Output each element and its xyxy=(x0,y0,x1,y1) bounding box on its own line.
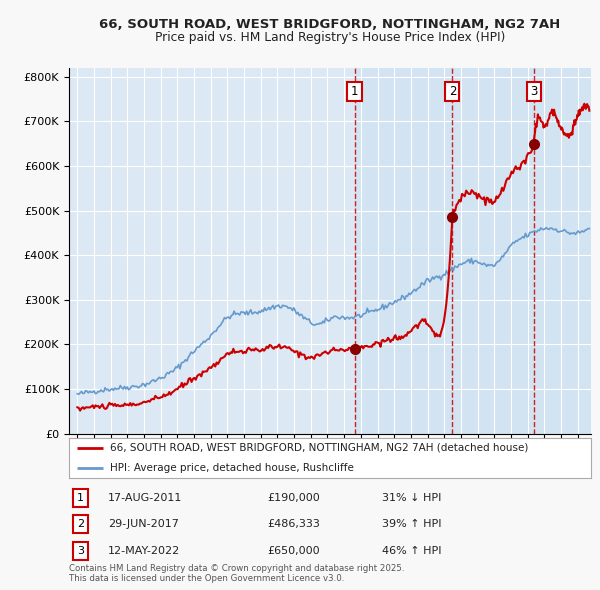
Text: £190,000: £190,000 xyxy=(268,493,320,503)
Text: £650,000: £650,000 xyxy=(268,546,320,556)
Text: 12-MAY-2022: 12-MAY-2022 xyxy=(108,546,181,556)
Text: 1: 1 xyxy=(77,493,84,503)
Text: 2: 2 xyxy=(77,519,84,529)
Text: 31% ↓ HPI: 31% ↓ HPI xyxy=(382,493,442,503)
Text: 1: 1 xyxy=(351,85,358,98)
Bar xyxy=(355,68,591,434)
Text: 3: 3 xyxy=(77,546,84,556)
Text: Contains HM Land Registry data © Crown copyright and database right 2025.
This d: Contains HM Land Registry data © Crown c… xyxy=(69,563,404,583)
Text: 66, SOUTH ROAD, WEST BRIDGFORD, NOTTINGHAM, NG2 7AH (detached house): 66, SOUTH ROAD, WEST BRIDGFORD, NOTTINGH… xyxy=(110,443,528,453)
Text: 46% ↑ HPI: 46% ↑ HPI xyxy=(382,546,442,556)
Text: 3: 3 xyxy=(530,85,538,98)
Text: HPI: Average price, detached house, Rushcliffe: HPI: Average price, detached house, Rush… xyxy=(110,463,353,473)
Text: 39% ↑ HPI: 39% ↑ HPI xyxy=(382,519,442,529)
Text: 29-JUN-2017: 29-JUN-2017 xyxy=(108,519,179,529)
Text: Price paid vs. HM Land Registry's House Price Index (HPI): Price paid vs. HM Land Registry's House … xyxy=(155,31,505,44)
Text: 17-AUG-2011: 17-AUG-2011 xyxy=(108,493,182,503)
Text: £486,333: £486,333 xyxy=(268,519,320,529)
Text: 66, SOUTH ROAD, WEST BRIDGFORD, NOTTINGHAM, NG2 7AH: 66, SOUTH ROAD, WEST BRIDGFORD, NOTTINGH… xyxy=(100,18,560,31)
Text: 2: 2 xyxy=(449,85,456,98)
